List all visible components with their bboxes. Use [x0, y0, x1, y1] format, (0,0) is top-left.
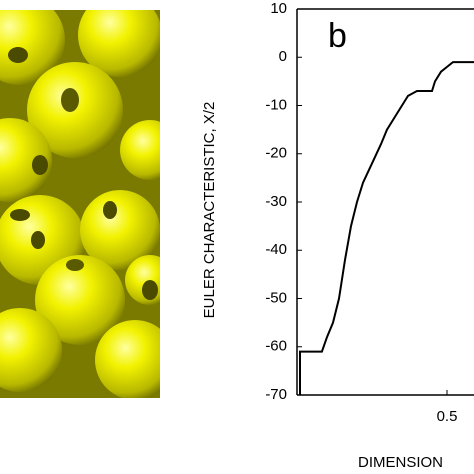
y-tick-label: 10: [270, 0, 287, 17]
y-tick-label: -70: [265, 386, 287, 403]
data-line: [299, 61, 474, 395]
y-tick-label: -40: [265, 241, 287, 258]
x-axis-label: DIMENSION: [358, 454, 443, 471]
y-tick-label: -10: [265, 96, 287, 113]
y-tick-label: -60: [265, 338, 287, 355]
y-axis-label: EULER CHARACTERISTIC, X/2: [201, 102, 218, 319]
y-tick-label: 0: [279, 48, 287, 65]
y-tick-label: -30: [265, 193, 287, 210]
y-tick-label: -20: [265, 145, 287, 162]
sphere-render: [0, 10, 160, 398]
panel-label: b: [328, 17, 347, 55]
y-tick-label: -50: [265, 289, 287, 306]
x-tick-label: 0.5: [437, 408, 458, 425]
